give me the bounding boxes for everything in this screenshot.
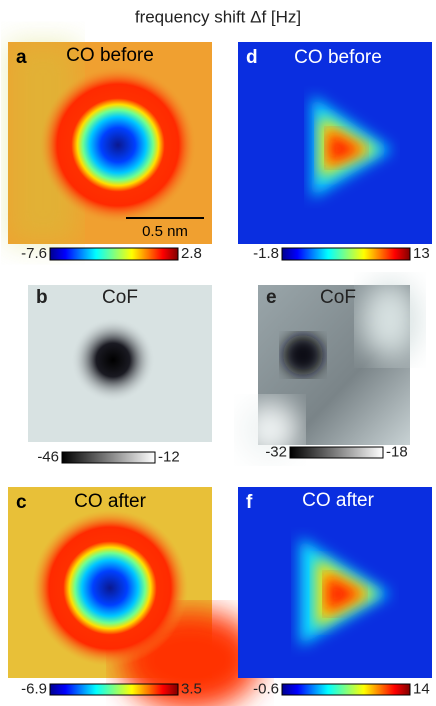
colorbar: [49, 683, 179, 696]
panel-title: CoF: [320, 287, 356, 308]
panel-title: CO after: [302, 490, 374, 511]
colorbar: [61, 451, 156, 464]
image-a: [8, 42, 212, 244]
image-b: [28, 285, 212, 442]
panel-title: CO after: [74, 491, 146, 512]
colorbar-min: -1.8: [253, 245, 279, 262]
panel-label: c: [16, 492, 27, 513]
panel-label: b: [36, 287, 48, 308]
image-d: [238, 42, 432, 244]
colorbar-max: 13: [413, 245, 430, 262]
panel-label: f: [246, 492, 253, 513]
panel-label: a: [16, 47, 27, 68]
image-f: [238, 487, 432, 678]
colorbar-max: 3.5: [181, 680, 202, 697]
colorbar: [281, 683, 411, 696]
colorbar-min: -46: [37, 448, 59, 465]
colorbar-max: -12: [158, 448, 180, 465]
colorbar: [49, 247, 179, 261]
image-c: [8, 487, 260, 706]
panel-title: CO before: [294, 47, 382, 68]
panel-title: CO before: [66, 45, 154, 66]
colorbar: [281, 247, 411, 261]
colorbar-min: -32: [265, 443, 287, 460]
colorbar-min: -6.9: [21, 680, 47, 697]
colorbar-min: -0.6: [253, 680, 279, 697]
colorbar-max: 2.8: [181, 245, 202, 262]
image-e: [240, 280, 420, 460]
figure-title: frequency shift Δf [Hz]: [135, 7, 301, 26]
colorbar-max: 14: [413, 680, 430, 697]
panel-title: CoF: [102, 287, 138, 308]
panel-label: d: [246, 47, 258, 68]
scale-bar-label: 0.5 nm: [142, 223, 188, 240]
colorbar-max: -18: [386, 443, 408, 460]
colorbar-min: -7.6: [21, 245, 47, 262]
colorbar: [289, 446, 384, 459]
panel-label: e: [266, 287, 277, 308]
